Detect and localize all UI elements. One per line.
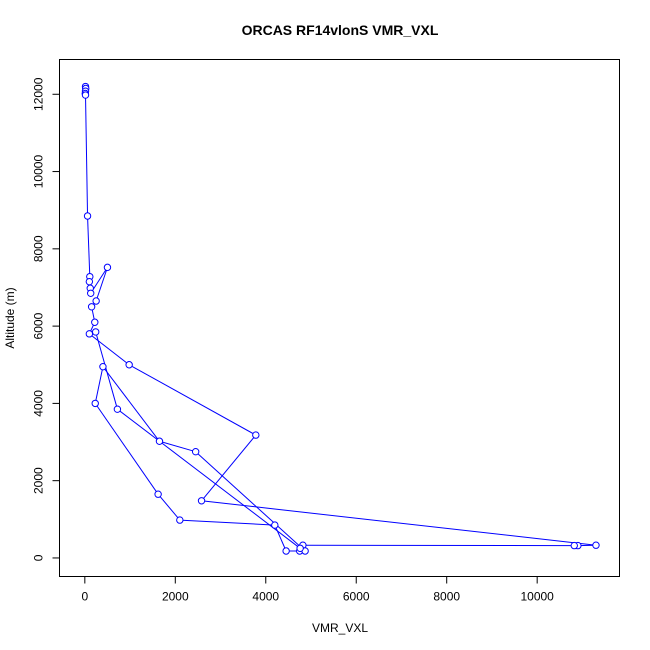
series-segment [159, 440, 196, 453]
data-point [271, 521, 279, 529]
data-point [91, 399, 99, 408]
x-tick-label: 6000 [343, 590, 370, 604]
series-segment [89, 333, 130, 366]
data-point [91, 328, 100, 336]
series-segment [94, 366, 104, 404]
chart-title: ORCAS RF14vlonS VMR_VXL [242, 22, 439, 38]
series-segment [95, 331, 118, 410]
data-point [103, 263, 112, 272]
data-point [99, 362, 107, 371]
series-segment [117, 408, 301, 549]
y-tick-label: 10000 [32, 155, 46, 189]
series-segment [179, 519, 275, 526]
y-tick-label: 12000 [32, 77, 46, 111]
data-point [252, 431, 260, 439]
x-tick-label: 2000 [162, 590, 189, 604]
data-point [85, 277, 94, 286]
data-point [83, 212, 92, 220]
series-segment [128, 364, 257, 436]
x-tick-label: 4000 [252, 590, 279, 604]
data-point [155, 437, 164, 445]
data-point [282, 547, 290, 555]
series-segment [274, 524, 287, 552]
data-point [87, 303, 96, 311]
data-point [92, 297, 100, 305]
data-point [197, 497, 206, 505]
data-point [87, 289, 95, 297]
series-layer [81, 82, 600, 555]
series-segment [201, 500, 597, 546]
data-point [154, 490, 162, 498]
data-point [91, 318, 99, 326]
x-tick-label: 0 [81, 590, 88, 604]
y-tick-label: 6000 [32, 312, 46, 339]
x-axis: 0 2000 4000 6000 8000 10000 [81, 576, 554, 604]
series-segment [95, 267, 108, 302]
series-segment [201, 434, 257, 502]
data-point [85, 330, 94, 338]
x-tick-label: 8000 [433, 590, 460, 604]
plot-frame [59, 59, 620, 577]
y-tick-label: 2000 [32, 467, 46, 494]
series-segment [102, 366, 160, 442]
series-segment [87, 215, 91, 277]
data-point [176, 516, 184, 524]
data-point [296, 544, 304, 552]
y-axis-label: Altitude (m) [3, 287, 17, 348]
series-segment [94, 403, 159, 495]
y-tick-label: 0 [32, 554, 46, 561]
data-point [191, 447, 200, 456]
data-point [81, 91, 90, 99]
x-tick-label: 10000 [520, 590, 554, 604]
y-axis: 0 2000 4000 6000 8000 10000 12000 [32, 77, 60, 561]
data-point [570, 541, 578, 550]
data-point [113, 405, 122, 413]
y-tick-label: 4000 [32, 390, 46, 417]
series-segment [85, 95, 89, 216]
y-tick-label: 8000 [32, 235, 46, 262]
data-point [125, 361, 133, 369]
series-segment [157, 493, 181, 521]
data-point [592, 541, 600, 549]
series-segment [195, 451, 306, 552]
x-axis-label: VMR_VXL [312, 621, 368, 635]
